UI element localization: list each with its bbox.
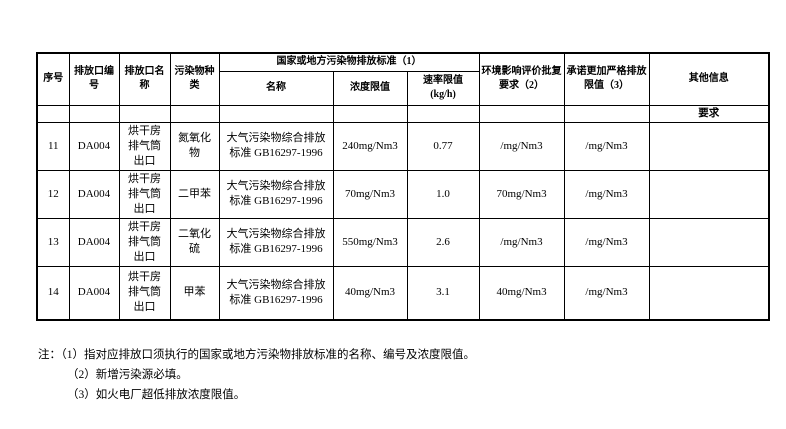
cell-standard-name: 大气污染物综合排放标准 GB16297-1996 bbox=[218, 265, 334, 321]
cell-outlet-no: DA004 bbox=[68, 217, 120, 267]
cell-eia: 40mg/Nm3 bbox=[478, 265, 565, 321]
cell-rate: 2.6 bbox=[406, 217, 480, 267]
cell-outlet-name: 烘干房排气筒出口 bbox=[118, 265, 171, 321]
footnote-text: （2）新增污染源必填。 bbox=[67, 369, 188, 381]
cell-seq: 13 bbox=[36, 217, 70, 267]
cell-seq: 12 bbox=[36, 169, 70, 219]
header-standard-name: 名称 bbox=[218, 70, 334, 106]
cell-seq: 14 bbox=[36, 265, 70, 321]
cell-pollutant: 氮氧化物 bbox=[169, 121, 220, 171]
cell-other bbox=[648, 169, 770, 219]
header-other-info: 其他信息 bbox=[648, 52, 770, 106]
footnote-line: 注：（1）指对应排放口须执行的国家或地方污染物排放标准的名称、编号及浓度限值。 bbox=[38, 345, 475, 365]
footnote-text: （3）如火电厂超低排放浓度限值。 bbox=[67, 389, 246, 401]
header-pollutant: 污染物种类 bbox=[169, 52, 220, 106]
cell-rate: 1.0 bbox=[406, 169, 480, 219]
cell-eia: /mg/Nm3 bbox=[478, 217, 565, 267]
cell-committed: /mg/Nm3 bbox=[563, 265, 650, 321]
header-other-info-sub: 要求 bbox=[648, 104, 770, 123]
header-concentration-limit: 浓度限值 bbox=[332, 70, 408, 106]
cell-outlet-name: 烘干房排气筒出口 bbox=[118, 169, 171, 219]
footnotes: 注：（1）指对应排放口须执行的国家或地方污染物排放标准的名称、编号及浓度限值。 … bbox=[38, 345, 475, 405]
cell-standard-name: 大气污染物综合排放标准 GB16297-1996 bbox=[218, 169, 334, 219]
cell-concentration: 240mg/Nm3 bbox=[332, 121, 408, 171]
table-row: 11 DA004 烘干房排气筒出口 氮氧化物 大气污染物综合排放标准 GB162… bbox=[36, 121, 770, 171]
cell-concentration: 40mg/Nm3 bbox=[332, 265, 408, 321]
empty-cell bbox=[406, 104, 480, 123]
empty-cell bbox=[332, 104, 408, 123]
cell-outlet-no: DA004 bbox=[68, 169, 120, 219]
table-header: 序号 排放口编号 排放口名称 污染物种类 国家或地方污染物排放标准（1） 环境影… bbox=[36, 52, 770, 123]
header-standard-group: 国家或地方污染物排放标准（1） bbox=[218, 52, 480, 72]
table-row: 13 DA004 烘干房排气筒出口 二氧化硫 大气污染物综合排放标准 GB162… bbox=[36, 217, 770, 267]
empty-cell bbox=[118, 104, 171, 123]
emission-standards-table: 序号 排放口编号 排放口名称 污染物种类 国家或地方污染物排放标准（1） 环境影… bbox=[36, 52, 771, 321]
footnote-line: （2）新增污染源必填。 bbox=[38, 365, 475, 385]
cell-other bbox=[648, 217, 770, 267]
cell-rate: 3.1 bbox=[406, 265, 480, 321]
header-eia-requirement: 环境影响评价批复要求（2） bbox=[478, 52, 565, 106]
header-rate-limit: 速率限值 (kg/h) bbox=[406, 70, 480, 106]
cell-standard-name: 大气污染物综合排放标准 GB16297-1996 bbox=[218, 217, 334, 267]
cell-committed: /mg/Nm3 bbox=[563, 121, 650, 171]
cell-committed: /mg/Nm3 bbox=[563, 217, 650, 267]
cell-rate: 0.77 bbox=[406, 121, 480, 171]
cell-other bbox=[648, 265, 770, 321]
empty-cell bbox=[68, 104, 120, 123]
cell-pollutant: 甲苯 bbox=[169, 265, 220, 321]
cell-concentration: 70mg/Nm3 bbox=[332, 169, 408, 219]
header-committed-limit: 承诺更加严格排放限值（3） bbox=[563, 52, 650, 106]
empty-cell bbox=[36, 104, 70, 123]
cell-standard-name: 大气污染物综合排放标准 GB16297-1996 bbox=[218, 121, 334, 171]
table-row: 12 DA004 烘干房排气筒出口 二甲苯 大气污染物综合排放标准 GB1629… bbox=[36, 169, 770, 219]
cell-eia: /mg/Nm3 bbox=[478, 121, 565, 171]
cell-seq: 11 bbox=[36, 121, 70, 171]
cell-outlet-no: DA004 bbox=[68, 265, 120, 321]
table-body: 11 DA004 烘干房排气筒出口 氮氧化物 大气污染物综合排放标准 GB162… bbox=[36, 121, 770, 321]
cell-pollutant: 二甲苯 bbox=[169, 169, 220, 219]
empty-cell bbox=[563, 104, 650, 123]
cell-concentration: 550mg/Nm3 bbox=[332, 217, 408, 267]
empty-cell bbox=[169, 104, 220, 123]
footnote-text: （1）指对应排放口须执行的国家或地方污染物排放标准的名称、编号及浓度限值。 bbox=[61, 349, 475, 361]
cell-outlet-name: 烘干房排气筒出口 bbox=[118, 217, 171, 267]
cell-other bbox=[648, 121, 770, 171]
cell-outlet-name: 烘干房排气筒出口 bbox=[118, 121, 171, 171]
header-outlet-no: 排放口编号 bbox=[68, 52, 120, 106]
cell-outlet-no: DA004 bbox=[68, 121, 120, 171]
empty-cell bbox=[478, 104, 565, 123]
cell-eia: 70mg/Nm3 bbox=[478, 169, 565, 219]
header-seq: 序号 bbox=[36, 52, 70, 106]
empty-cell bbox=[218, 104, 334, 123]
cell-committed: /mg/Nm3 bbox=[563, 169, 650, 219]
footnote-line: （3）如火电厂超低排放浓度限值。 bbox=[38, 385, 475, 405]
table-row: 14 DA004 烘干房排气筒出口 甲苯 大气污染物综合排放标准 GB16297… bbox=[36, 265, 770, 321]
footnote-prefix: 注： bbox=[38, 349, 61, 361]
cell-pollutant: 二氧化硫 bbox=[169, 217, 220, 267]
header-outlet-name: 排放口名称 bbox=[118, 52, 171, 106]
